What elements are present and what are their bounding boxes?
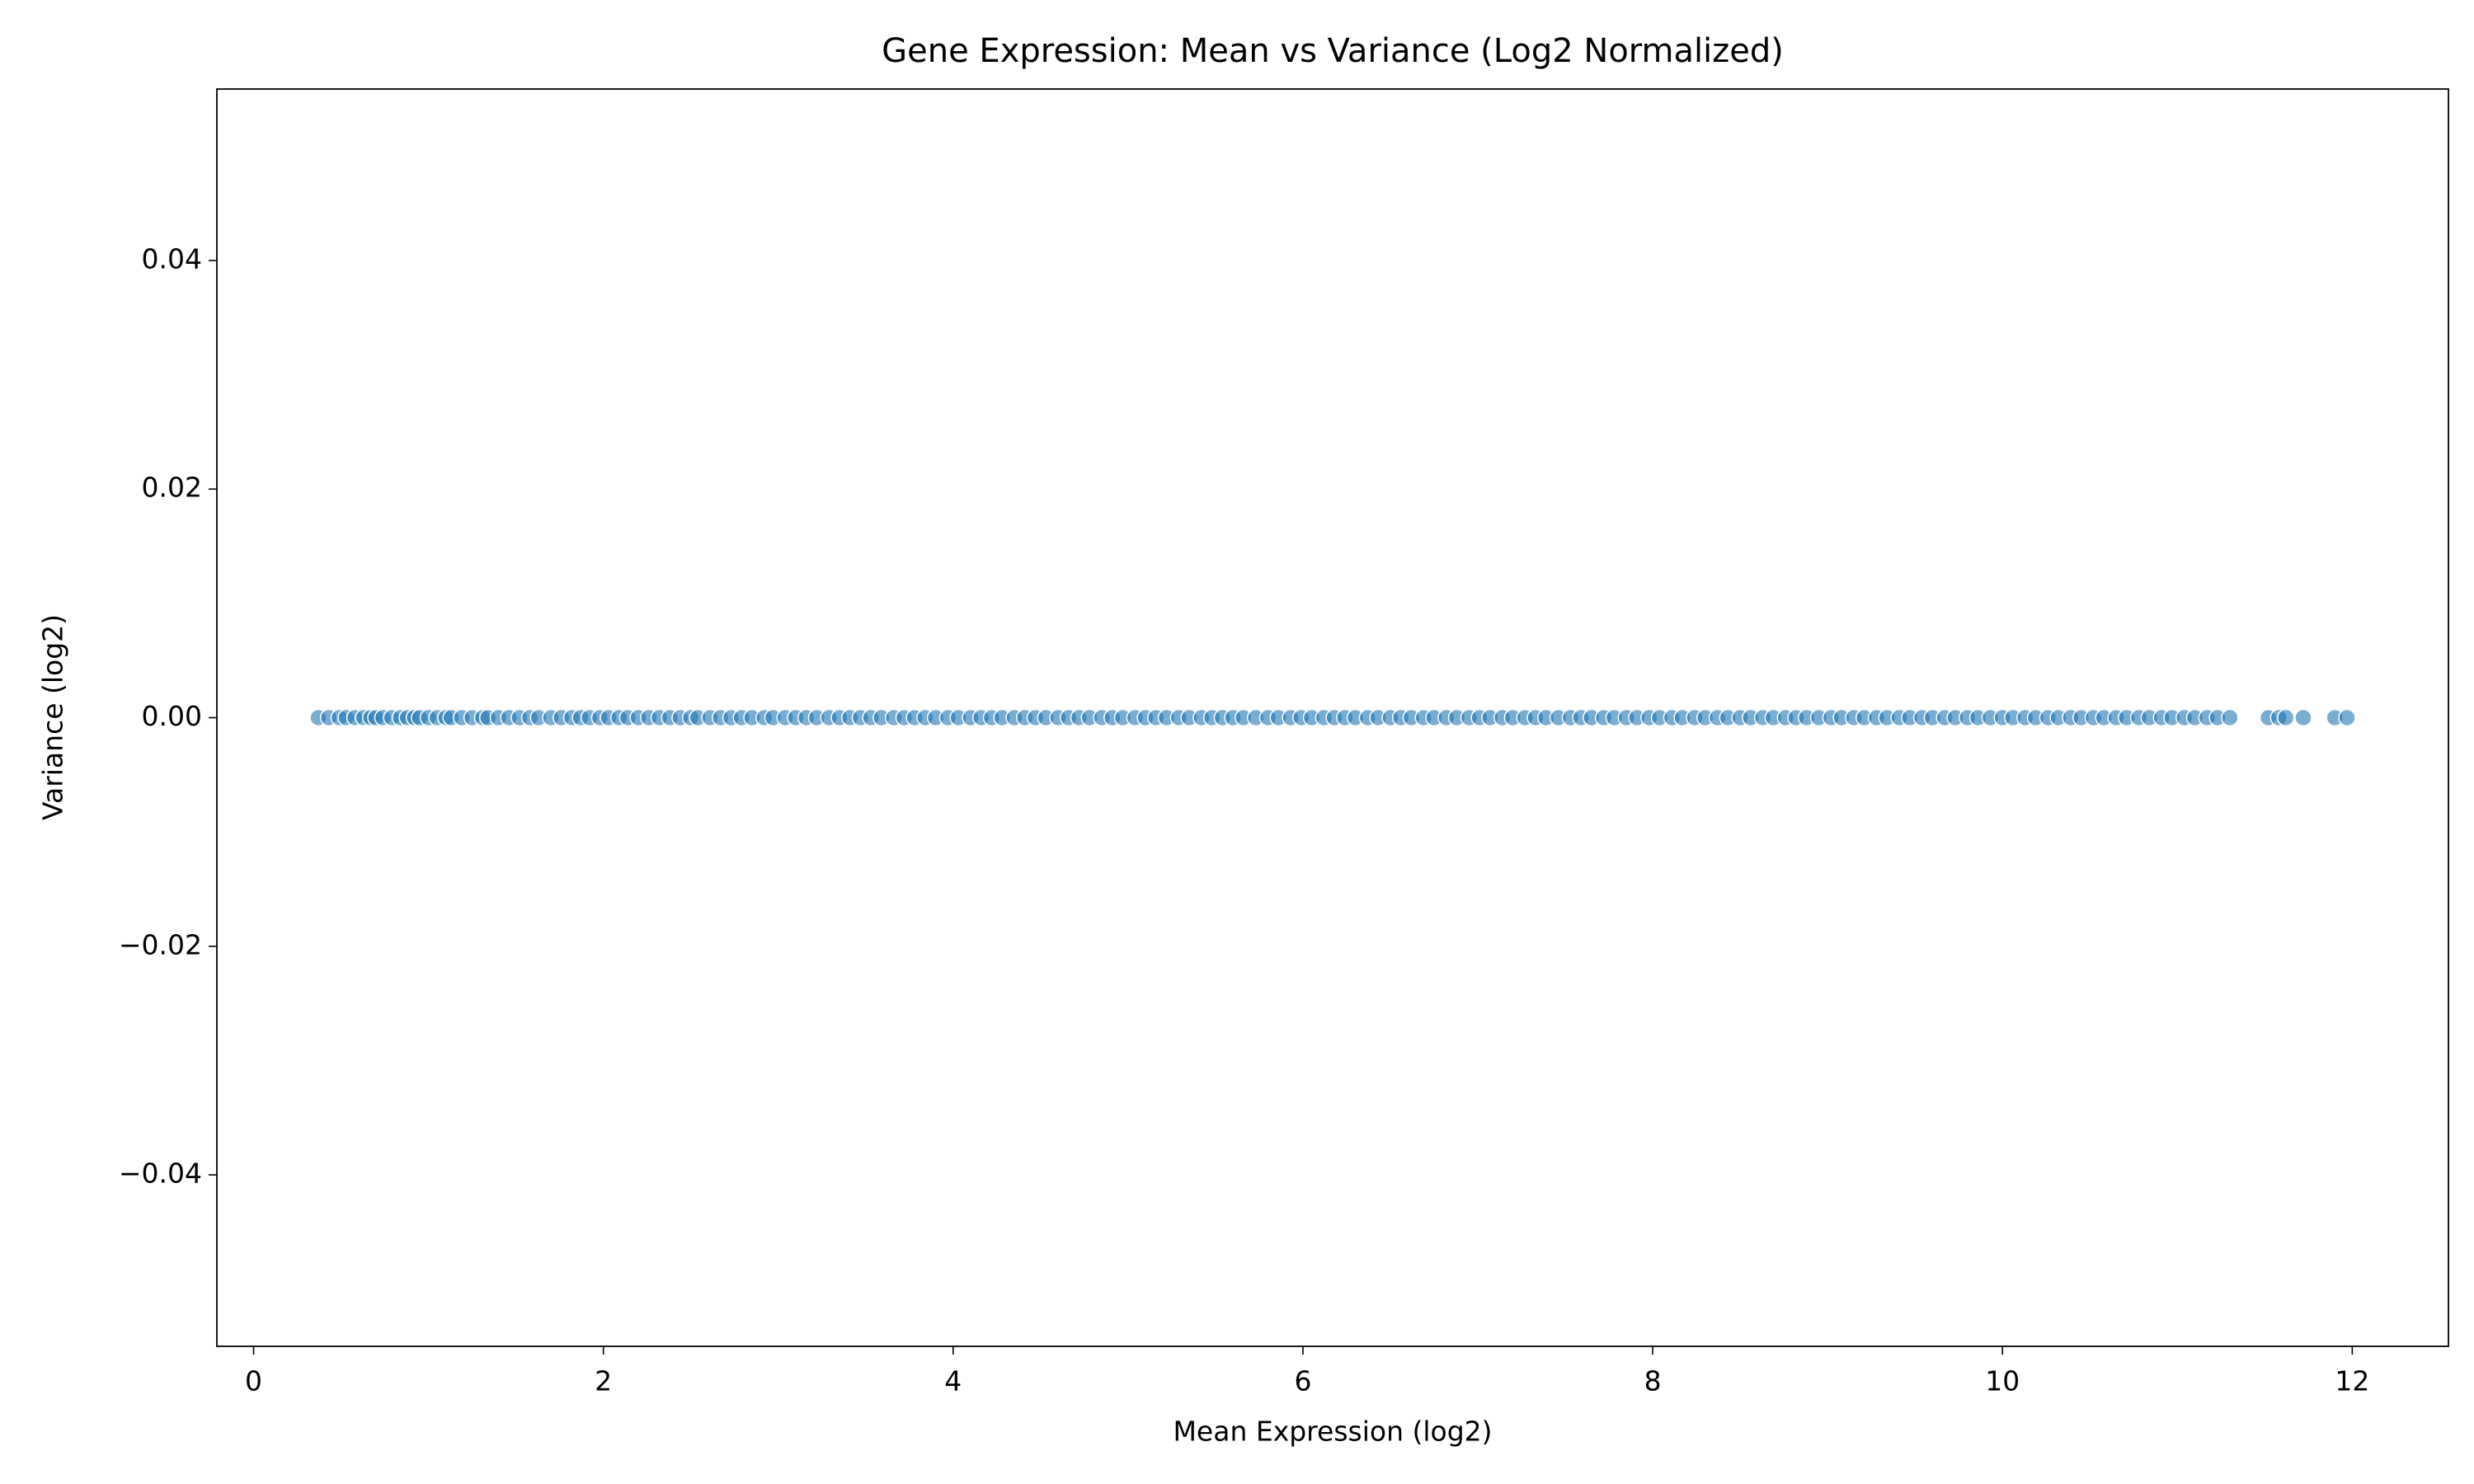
point (2277, 708, 2295, 727)
y-tick-label: −0.02 (119, 928, 202, 960)
x-tick-label: 8 (1644, 1365, 1662, 1397)
x-tick-label: 4 (944, 1365, 962, 1397)
y-tick-label: 0.04 (142, 242, 202, 275)
y-tick-label: 0.02 (142, 472, 202, 504)
point (2294, 708, 2312, 727)
x-axis-label: Mean Expression (log2) (1173, 1416, 1492, 1448)
plot-frame (216, 88, 2449, 1347)
x-tick-label: 0 (245, 1365, 262, 1397)
point (2221, 708, 2239, 727)
x-tick-label: 12 (2335, 1365, 2369, 1397)
point (2338, 708, 2356, 727)
chart-title: Gene Expression: Mean vs Variance (Log2 … (882, 32, 1784, 70)
y-axis-label: Variance (log2) (37, 614, 69, 820)
x-tick-label: 2 (595, 1365, 612, 1397)
x-tick-label: 10 (1985, 1365, 2020, 1397)
x-tick-label: 6 (1294, 1365, 1311, 1397)
y-tick-label: 0.00 (142, 700, 202, 732)
y-tick-label: −0.04 (119, 1158, 202, 1190)
